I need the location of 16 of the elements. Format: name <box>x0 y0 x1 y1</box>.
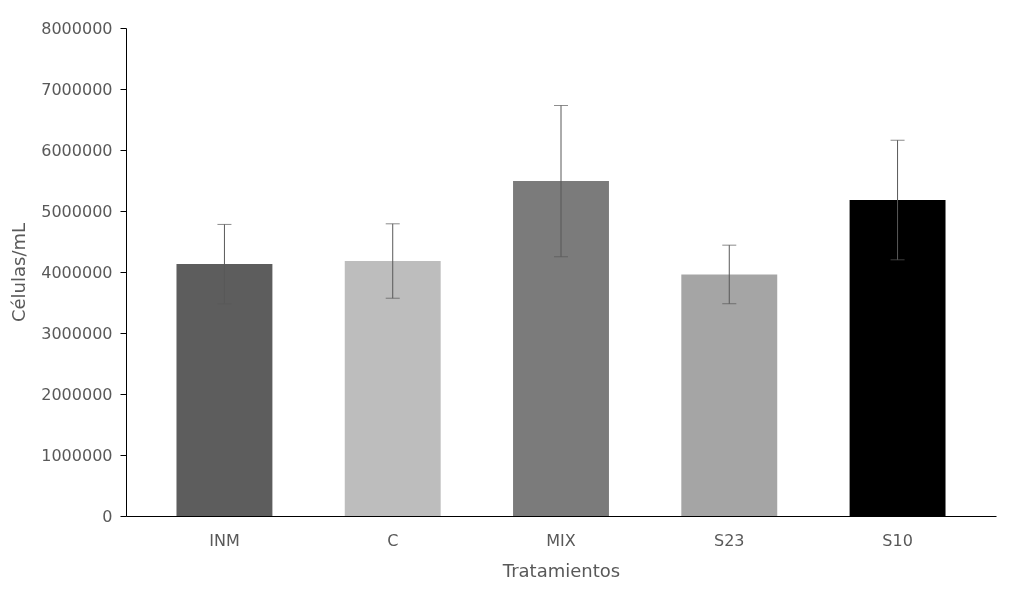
y-axis-title: Células/mL <box>8 222 30 323</box>
x-tick-label: S23 <box>714 530 745 550</box>
y-tick-label: 1000000 <box>41 445 113 465</box>
y-tick-label: 5000000 <box>41 201 113 221</box>
y-tick-label: 6000000 <box>41 140 113 160</box>
y-tick-label: 8000000 <box>41 18 113 38</box>
x-tick-label: C <box>387 530 399 550</box>
y-tick-label: 4000000 <box>41 262 113 282</box>
y-tick-label: 3000000 <box>41 323 113 343</box>
x-tick-label: MIX <box>546 530 576 550</box>
x-axis-title: Tratamientos <box>501 559 621 581</box>
x-tick-label: INM <box>209 530 240 550</box>
y-tick-label: 2000000 <box>41 384 113 404</box>
y-tick-label: 7000000 <box>41 79 113 99</box>
x-tick-label: S10 <box>882 530 913 550</box>
y-tick-label: 0 <box>102 506 113 526</box>
